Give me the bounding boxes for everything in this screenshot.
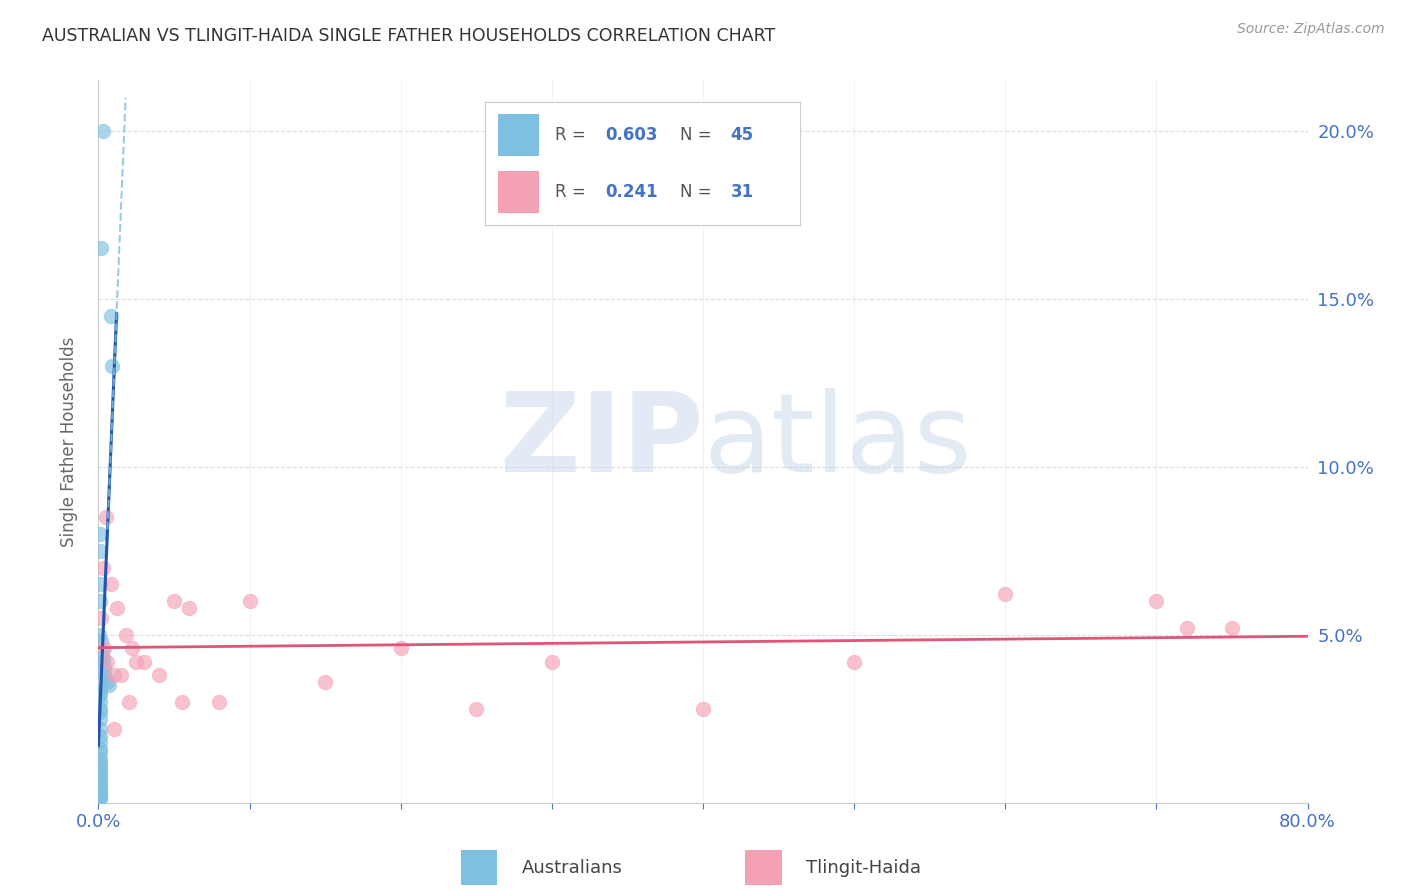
- Point: [93, 668, 115, 682]
- Point: [89, 789, 111, 803]
- Point: [89, 772, 111, 787]
- Point: [89, 762, 111, 776]
- Point: [163, 594, 186, 608]
- Point: [89, 705, 111, 719]
- Point: [148, 668, 170, 682]
- Point: [98, 678, 121, 692]
- Point: [90, 634, 112, 648]
- Point: [121, 641, 143, 656]
- Point: [89, 765, 111, 780]
- Text: atlas: atlas: [703, 388, 972, 495]
- Point: [1175, 621, 1198, 635]
- Point: [89, 681, 111, 696]
- Point: [132, 655, 155, 669]
- Point: [994, 587, 1017, 601]
- Point: [91, 644, 114, 658]
- Point: [89, 745, 111, 759]
- Point: [89, 702, 111, 716]
- Text: AUSTRALIAN VS TLINGIT-HAIDA SINGLE FATHER HOUSEHOLDS CORRELATION CHART: AUSTRALIAN VS TLINGIT-HAIDA SINGLE FATHE…: [42, 27, 776, 45]
- Point: [103, 668, 125, 682]
- Y-axis label: Single Father Households: Single Father Households: [59, 336, 77, 547]
- Point: [101, 359, 124, 373]
- Point: [89, 742, 111, 756]
- Point: [89, 775, 111, 789]
- Text: ZIP: ZIP: [499, 388, 703, 495]
- Point: [96, 655, 118, 669]
- Point: [208, 695, 231, 709]
- Point: [540, 655, 562, 669]
- Point: [89, 729, 111, 743]
- Point: [89, 594, 111, 608]
- Point: [93, 661, 115, 675]
- Point: [89, 789, 111, 803]
- Point: [89, 756, 111, 770]
- Point: [103, 722, 125, 736]
- Point: [91, 560, 114, 574]
- Point: [239, 594, 262, 608]
- Point: [100, 309, 122, 323]
- Point: [94, 510, 117, 524]
- Point: [125, 655, 148, 669]
- Point: [692, 702, 714, 716]
- Point: [89, 769, 111, 783]
- Point: [89, 688, 111, 702]
- Point: [110, 668, 132, 682]
- Point: [114, 628, 136, 642]
- Point: [96, 674, 118, 689]
- Point: [89, 786, 111, 800]
- Point: [91, 651, 114, 665]
- Point: [89, 735, 111, 749]
- Point: [89, 779, 111, 793]
- Point: [170, 695, 193, 709]
- Point: [89, 577, 111, 591]
- Point: [179, 600, 201, 615]
- Point: [100, 577, 122, 591]
- Point: [844, 655, 866, 669]
- Point: [94, 672, 117, 686]
- Point: [118, 695, 141, 709]
- Point: [89, 685, 111, 699]
- Point: [1144, 594, 1167, 608]
- Point: [89, 722, 111, 736]
- Point: [465, 702, 488, 716]
- Point: [89, 752, 111, 766]
- Text: Source: ZipAtlas.com: Source: ZipAtlas.com: [1237, 22, 1385, 37]
- Point: [90, 241, 112, 255]
- Point: [89, 759, 111, 773]
- Point: [91, 655, 114, 669]
- Point: [89, 527, 111, 541]
- Point: [89, 695, 111, 709]
- Point: [89, 712, 111, 726]
- Point: [389, 641, 412, 656]
- Point: [105, 600, 128, 615]
- Point: [1220, 621, 1243, 635]
- Point: [89, 786, 111, 800]
- Point: [89, 543, 111, 558]
- Point: [89, 628, 111, 642]
- Point: [89, 782, 111, 797]
- Point: [89, 792, 111, 806]
- Point: [91, 124, 114, 138]
- Point: [314, 674, 336, 689]
- Point: [90, 611, 112, 625]
- Point: [93, 641, 115, 656]
